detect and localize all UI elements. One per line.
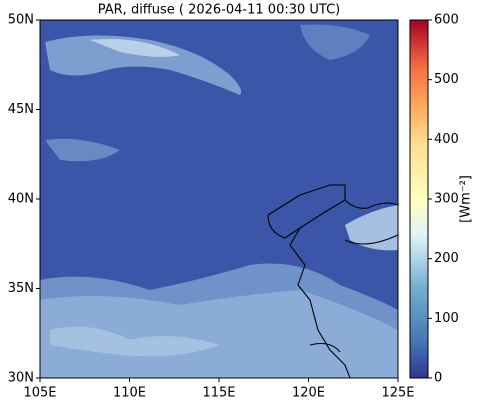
colorbar-tick-label: 300 <box>434 192 459 207</box>
x-tick-label: 120E <box>292 386 325 401</box>
y-tick-label: 30N <box>8 371 34 386</box>
map-title: PAR, diffuse ( 2026-04-11 00:30 UTC) <box>98 3 341 18</box>
x-tick-label: 115E <box>202 386 235 401</box>
colorbar-tick-label: 100 <box>434 311 459 326</box>
y-tick-label: 45N <box>8 102 34 117</box>
y-tick-label: 35N <box>8 281 34 296</box>
x-tick-label: 110E <box>113 386 146 401</box>
colorbar <box>409 19 429 379</box>
x-tick-label: 125E <box>381 386 414 401</box>
x-tick-label: 105E <box>23 386 56 401</box>
colorbar-tick-label: 200 <box>434 251 459 266</box>
y-tick-label: 50N <box>8 13 34 28</box>
colorbar-tick-label: 500 <box>434 72 459 87</box>
colorbar-tick-label: 600 <box>434 13 459 28</box>
colorbar-label: [Wm⁻²] <box>459 175 474 223</box>
colorbar-tick-label: 400 <box>434 132 459 147</box>
colorbar-tick-label: 0 <box>434 371 442 386</box>
y-tick-label: 40N <box>8 192 34 207</box>
map-field <box>40 20 398 378</box>
